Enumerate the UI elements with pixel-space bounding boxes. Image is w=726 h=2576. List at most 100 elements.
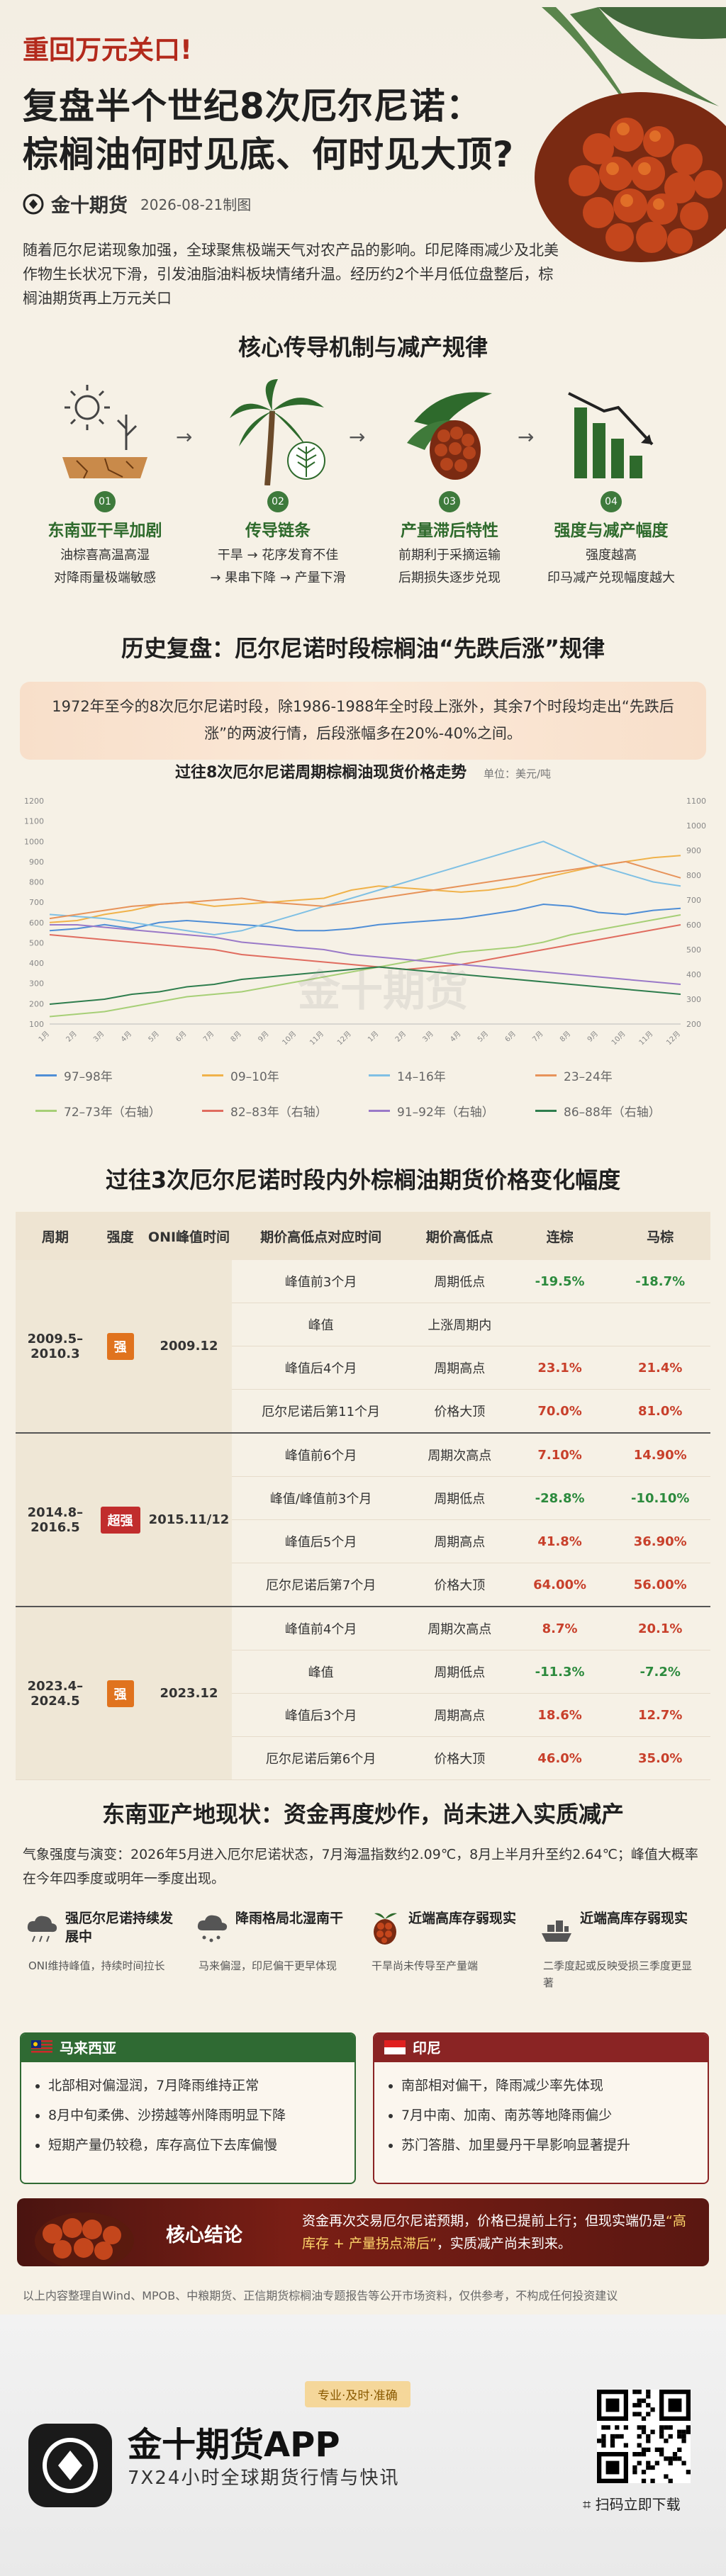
app-logo-icon[interactable] <box>28 2424 112 2507</box>
x-tick-label: 2月 <box>65 1030 79 1044</box>
strength-cell: 超强 <box>94 1433 146 1607</box>
indonesia-panel: 印尼 南部相对偏干，降雨减少率先体现 7月中南、加南、南苏等地降雨偏少 苏门答腊… <box>373 2032 709 2184</box>
dalian-cell: -11.3% <box>509 1650 610 1694</box>
mechanism-title: 核心传导机制与减产规律 <box>238 334 488 361</box>
table-row: 厄尔尼诺后第11个月 价格大顶 70.0% 81.0% <box>16 1389 710 1434</box>
table-row: 2023.4–2024.5 强 2023.12 峰值前4个月 周期次高点 8.7… <box>16 1607 710 1780</box>
y-right-tick-label: 300 <box>686 995 701 1004</box>
watermark: 金十期货 <box>298 967 468 1016</box>
qr-module <box>677 2429 682 2434</box>
chart-unit: 单位：美元/吨 <box>483 767 552 780</box>
legend-item: 72–73年（右轴） <box>35 1102 202 1120</box>
tagline: 专业·及时·准确 <box>305 2381 411 2407</box>
y-left-tick-label: 400 <box>29 959 44 968</box>
table-header-cell: 强度 <box>94 1212 146 1260</box>
history-summary-box: 1972年至今的8次厄尔尼诺时段，除1986-1988年全时段上涨外，其余7个时… <box>20 682 706 760</box>
strength-badge: 强 <box>106 1332 134 1360</box>
status-card: 近端高库存弱现实 干旱尚未传导至产量端 <box>364 1906 529 1998</box>
step-desc-1: 强度越高 <box>586 548 637 563</box>
legend-label: 82–83年（右轴） <box>230 1106 328 1120</box>
list-item: 8月中旬柔佛、沙捞越等州降雨明显下降 <box>48 2100 354 2130</box>
publish-date: 2026-08-21制图 <box>140 196 252 213</box>
qr-module <box>632 2465 637 2470</box>
time-cell: 厄尔尼诺后第11个月 <box>232 1389 410 1434</box>
malaysia-cell: 12.7% <box>610 1693 710 1737</box>
legend-label: 86–88年（右轴） <box>564 1106 661 1120</box>
indonesia-list: 南部相对偏干，降雨减少率先体现 7月中南、加南、南苏等地降雨偏少 苏门答腊、加里… <box>374 2071 708 2160</box>
qr-module <box>623 2425 628 2430</box>
time-cell: 峰值/峰值前3个月 <box>232 1476 410 1520</box>
status-card: 近端高库存弱现实 二季度起或反映受损三季度更显著 <box>536 1906 700 1998</box>
strength-badge: 强 <box>106 1680 134 1707</box>
table-row: 厄尔尼诺后第6个月 价格大顶 46.0% 35.0% <box>16 1736 710 1780</box>
table-header-cell: 连棕 <box>509 1212 610 1260</box>
qr-module <box>664 2439 669 2443</box>
time-cell: 峰值 <box>232 1303 410 1346</box>
conclusion-text: 资金再次交易厄尔尼诺预期，价格已提前上行；但现实端仍是“高库存 + 产量拐点滞后… <box>302 2210 699 2255</box>
qr-module <box>681 2439 686 2443</box>
list-item: 苏门答腊、加里曼丹干旱影响显著提升 <box>401 2130 708 2160</box>
malaysia-cell: 81.0% <box>610 1389 710 1434</box>
qr-code-icon[interactable] <box>597 2390 691 2483</box>
qr-module <box>677 2447 682 2452</box>
qr-module <box>641 2416 647 2421</box>
qr-module <box>650 2465 655 2470</box>
point-cell: 上涨周期内 <box>409 1303 510 1346</box>
cargo-ship-icon <box>542 1920 571 1942</box>
legend-swatch <box>369 1074 390 1076</box>
qr-module <box>646 2434 651 2439</box>
palm-fruit-icon <box>35 2212 134 2266</box>
point-cell: 价格大顶 <box>409 1389 510 1434</box>
malaysia-cell: -7.2% <box>610 1650 710 1694</box>
brand-name: 金十期货 <box>51 195 128 217</box>
history-title: 历史复盘：厄尔尼诺时段棕榈油“先跌后涨”规律 <box>121 635 605 662</box>
time-cell: 峰值后3个月 <box>232 1693 410 1737</box>
point-cell: 周期高点 <box>409 1346 510 1390</box>
legend-label: 09–10年 <box>230 1070 279 1084</box>
y-left-tick-label: 1000 <box>24 837 44 846</box>
series-line <box>49 840 681 936</box>
qr-module <box>637 2398 642 2403</box>
qr-module <box>623 2443 628 2448</box>
conclusion-highlight: “高库存 + 产量拐点滞后” <box>302 2213 686 2251</box>
table-row: 峰值 上涨周期内 <box>16 1303 710 1346</box>
x-tick-label: 8月 <box>558 1030 572 1044</box>
indonesia-name: 印尼 <box>413 2040 441 2057</box>
x-tick-label: 3月 <box>421 1030 435 1044</box>
qr-download-text[interactable]: ⌗ 扫码立即下载 <box>583 2493 681 2514</box>
qr-module <box>637 2434 642 2439</box>
x-tick-label: 9月 <box>586 1030 600 1044</box>
y-right-tick-label: 200 <box>686 1020 701 1029</box>
x-tick-label: 7月 <box>531 1030 545 1044</box>
step-name: 产量滞后特性 <box>401 522 498 540</box>
x-tick-label: 4月 <box>119 1030 133 1044</box>
oni-peak-cell: 2015.11/12 <box>145 1433 233 1607</box>
time-cell: 厄尔尼诺后第6个月 <box>232 1736 410 1780</box>
malaysia-cell: 35.0% <box>610 1736 710 1780</box>
table-row: 2009.5–2010.3 强 2009.12 峰值前3个月 周期低点 -19.… <box>16 1260 710 1434</box>
point-cell: 周期低点 <box>409 1650 510 1694</box>
y-right-tick-label: 600 <box>686 921 701 930</box>
drought-icon <box>62 385 147 479</box>
legend-swatch <box>35 1074 57 1076</box>
qr-module <box>641 2452 647 2457</box>
y-left-tick-label: 1200 <box>24 797 44 806</box>
x-tick-label: 2月 <box>393 1030 408 1044</box>
y-right-tick-label: 900 <box>686 846 701 855</box>
y-left-tick-label: 500 <box>29 938 44 947</box>
qr-module <box>601 2434 606 2439</box>
qr-module <box>664 2425 669 2430</box>
qr-module <box>637 2460 642 2465</box>
qr-module <box>668 2434 673 2439</box>
qr-module <box>597 2439 602 2443</box>
qr-module <box>646 2460 651 2465</box>
qr-module <box>646 2402 651 2408</box>
history-summary: 1972年至今的8次厄尔尼诺时段，除1986-1988年全时段上涨外，其余7个时… <box>52 698 674 742</box>
legend-swatch <box>369 1110 390 1112</box>
arrow-icon: → <box>176 425 193 449</box>
y-left-tick-label: 700 <box>29 898 44 907</box>
malaysia-cell: 36.90% <box>610 1519 710 1563</box>
malaysia-name: 马来西亚 <box>60 2040 116 2057</box>
intro-text: 随着厄尔尼诺现象加强，全球聚焦极端天气对农产品的影响。印尼降雨减少及北美作物生长… <box>23 242 559 307</box>
y-right-tick-label: 1000 <box>686 821 706 831</box>
